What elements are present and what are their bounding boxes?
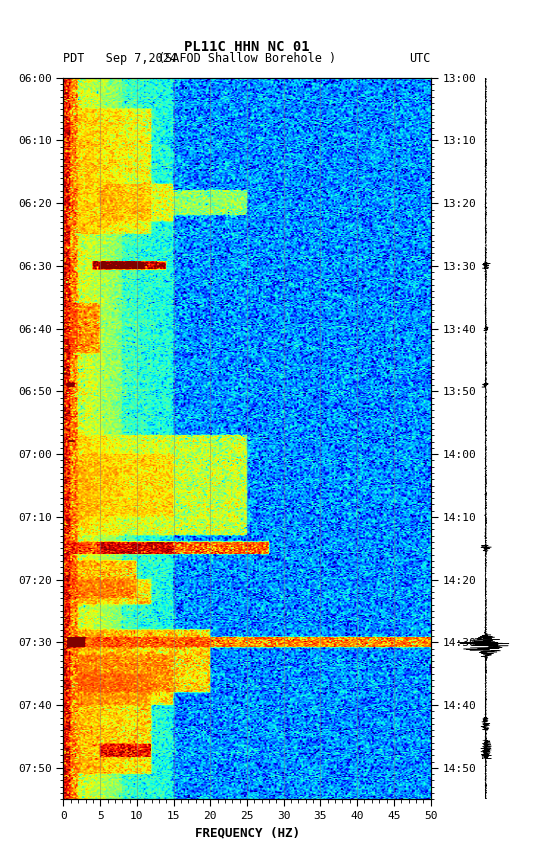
Text: UTC: UTC xyxy=(409,52,431,65)
Text: PL11C HHN NC 01: PL11C HHN NC 01 xyxy=(184,40,310,54)
Text: (SAFOD Shallow Borehole ): (SAFOD Shallow Borehole ) xyxy=(158,52,336,65)
X-axis label: FREQUENCY (HZ): FREQUENCY (HZ) xyxy=(194,827,300,840)
Text: PDT   Sep 7,2024: PDT Sep 7,2024 xyxy=(63,52,178,65)
